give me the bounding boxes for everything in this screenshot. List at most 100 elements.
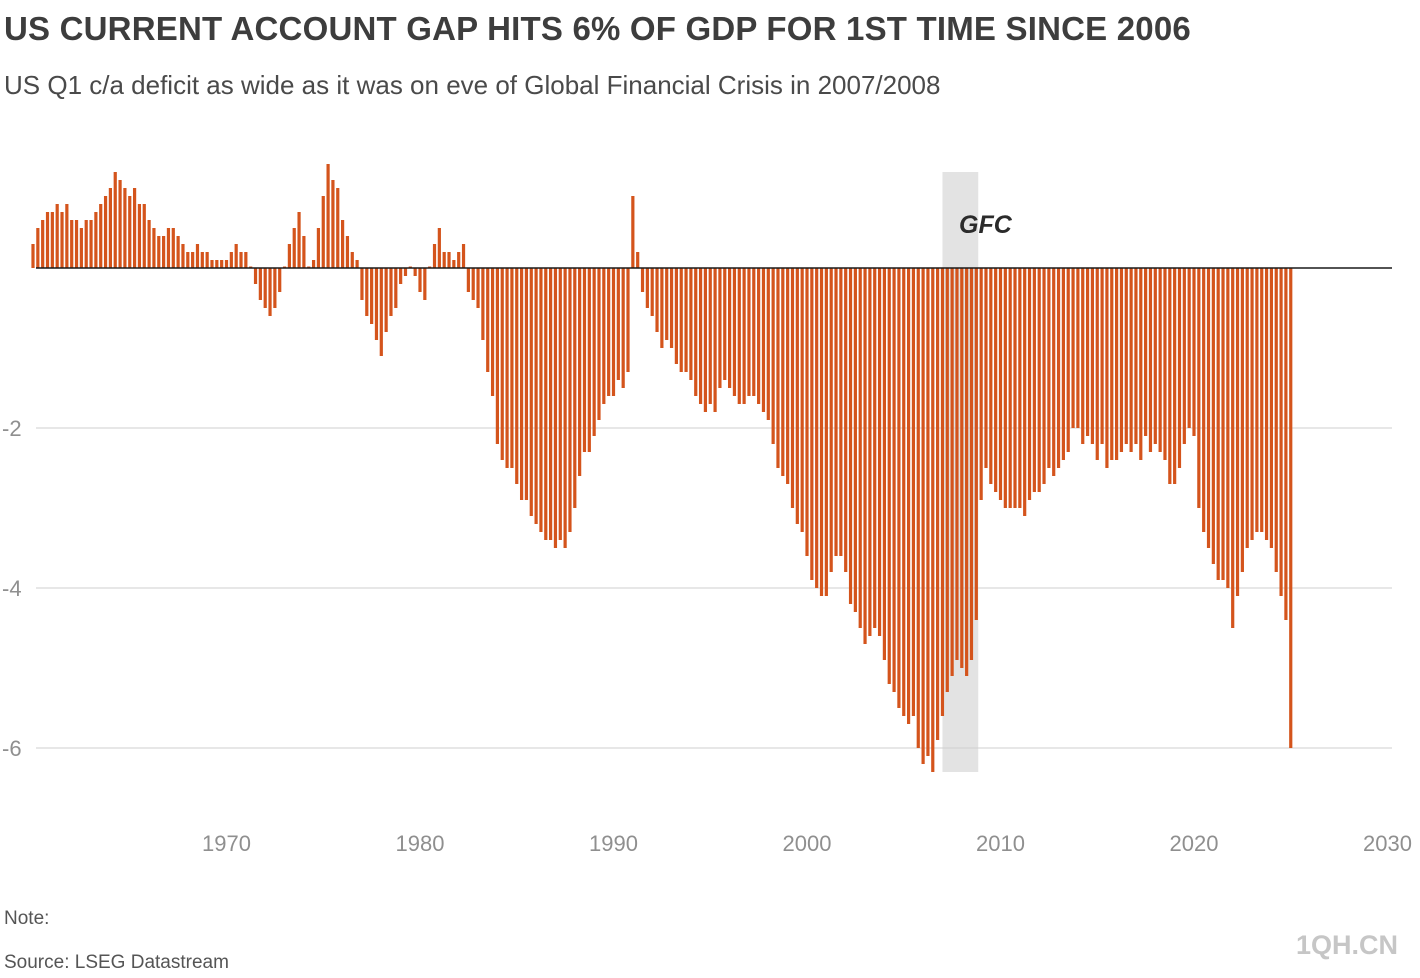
bar — [490, 268, 495, 396]
bar — [713, 268, 717, 412]
bar — [1221, 268, 1225, 580]
bar — [597, 268, 601, 420]
bar — [268, 268, 272, 316]
bar — [544, 268, 548, 540]
bar — [45, 212, 50, 268]
bar — [732, 268, 737, 396]
bar — [1061, 268, 1065, 460]
bar — [1037, 268, 1041, 492]
bar — [757, 268, 761, 404]
bar — [742, 268, 746, 404]
bar — [1197, 268, 1201, 508]
page-title: US CURRENT ACCOUNT GAP HITS 6% OF GDP FO… — [4, 10, 1191, 47]
bar — [519, 268, 524, 500]
bar — [636, 252, 640, 268]
bar — [1274, 268, 1278, 572]
bar — [761, 268, 766, 412]
bar — [1085, 268, 1090, 436]
bar — [234, 244, 238, 268]
x-axis-tick-label: 2000 — [783, 831, 832, 856]
bar — [418, 268, 422, 292]
bar — [616, 268, 620, 380]
bar — [805, 268, 809, 556]
bar — [510, 268, 514, 468]
bar — [998, 268, 1003, 500]
bar — [447, 252, 451, 268]
bar — [31, 244, 35, 268]
bar — [1226, 268, 1230, 588]
bar — [1182, 268, 1186, 444]
bar — [336, 188, 340, 268]
bar — [360, 268, 364, 300]
bar — [1124, 268, 1128, 444]
bar — [239, 252, 243, 268]
bar — [1027, 268, 1032, 500]
bar — [766, 268, 770, 420]
bar — [786, 268, 790, 484]
bar — [558, 268, 562, 540]
bar — [1119, 268, 1124, 452]
bar — [621, 268, 625, 388]
bar — [950, 268, 954, 676]
bar — [776, 268, 780, 468]
watermark: 1QH.CN — [1295, 930, 1398, 960]
bar — [858, 268, 862, 628]
bar — [128, 196, 132, 268]
bar — [389, 268, 393, 316]
bar — [379, 268, 383, 356]
bar — [1260, 268, 1264, 532]
bar — [113, 172, 117, 268]
bar — [370, 268, 374, 324]
bar — [195, 244, 200, 268]
bar — [1235, 268, 1240, 596]
bar — [1245, 268, 1249, 548]
bar — [1110, 268, 1114, 460]
bar — [486, 268, 490, 372]
bar — [166, 228, 171, 268]
bar — [582, 268, 587, 452]
bar — [795, 268, 799, 524]
y-axis-tick-label: -4 — [2, 576, 22, 601]
bar — [1144, 268, 1148, 436]
bar — [660, 268, 664, 348]
bar — [1264, 268, 1269, 540]
bar — [563, 268, 567, 548]
bar — [936, 268, 940, 740]
bar — [331, 180, 335, 268]
bar — [965, 268, 969, 676]
bar — [326, 164, 330, 268]
bar — [955, 268, 959, 660]
bar — [844, 268, 848, 572]
bar — [645, 268, 649, 308]
bar — [529, 268, 533, 516]
bar — [384, 268, 388, 332]
bar — [524, 268, 529, 500]
bar — [1008, 268, 1012, 508]
bar — [1100, 268, 1104, 444]
bar — [355, 260, 359, 268]
bar — [921, 268, 925, 764]
bar — [132, 188, 137, 268]
bar — [432, 244, 437, 268]
bar — [1202, 268, 1206, 532]
bar — [940, 268, 945, 716]
bar — [994, 268, 998, 492]
bar — [103, 196, 108, 268]
bar — [834, 268, 838, 556]
bar — [974, 268, 978, 620]
bar — [945, 268, 949, 692]
bar — [394, 268, 398, 308]
bar — [631, 196, 635, 268]
bar — [718, 268, 722, 388]
bar — [1042, 268, 1046, 484]
bar — [689, 268, 693, 380]
bar — [1018, 268, 1022, 508]
bar — [244, 252, 248, 268]
bar — [292, 228, 296, 268]
bar — [452, 260, 456, 268]
bar — [1134, 268, 1138, 444]
bar — [819, 268, 824, 596]
bar — [345, 236, 350, 268]
bar — [1047, 268, 1051, 468]
